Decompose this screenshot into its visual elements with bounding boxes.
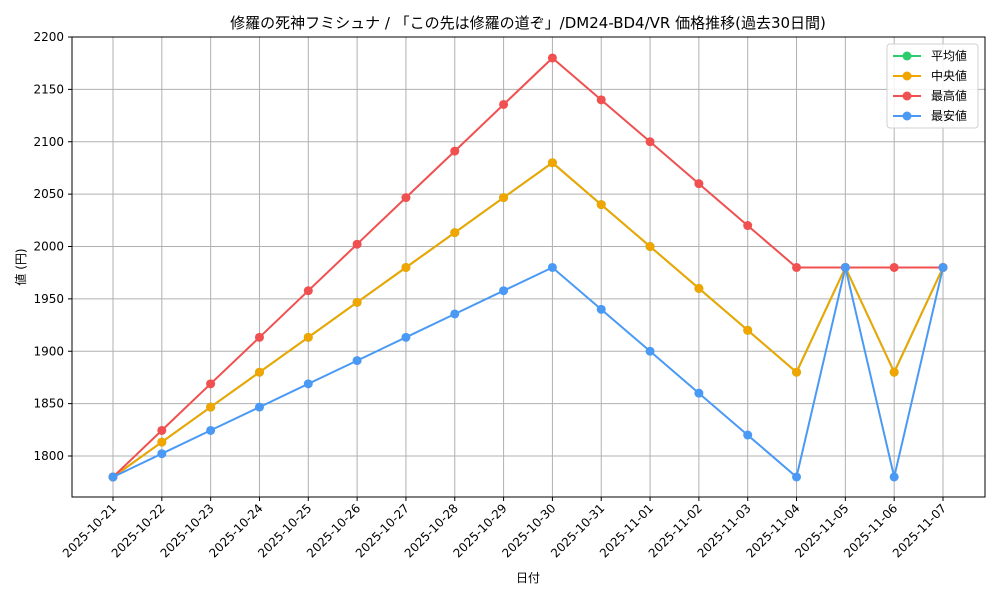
series-最高値 [108,53,948,482]
data-point [157,449,167,459]
data-point [254,332,264,342]
legend-label: 最高値 [931,88,967,103]
data-point [596,200,606,210]
y-tick-label: 2150 [33,82,64,96]
data-point [206,402,216,412]
data-point [303,286,313,296]
data-point [743,325,753,335]
data-point [840,262,850,272]
data-point [108,472,118,482]
legend-marker-icon [902,71,912,81]
y-tick-label: 2000 [33,240,64,254]
data-point [254,367,264,377]
data-series [108,53,948,482]
data-point [303,379,313,389]
data-point [694,179,704,189]
data-point [206,379,216,389]
x-axis: 2025-10-212025-10-222025-10-232025-10-24… [60,497,949,560]
data-point [499,99,509,109]
data-point [157,437,167,447]
legend-item: 最高値 [893,88,967,103]
data-point [645,346,655,356]
data-point [938,262,948,272]
y-axis-label: 値 (円) [13,248,28,285]
y-tick-label: 2200 [33,30,64,44]
legend-box [886,43,979,129]
data-point [645,137,655,147]
y-tick-label: 2050 [33,187,64,201]
chart-title: 修羅の死神フミシュナ / 「この先は修羅の道ぞ」/DM24-BD4/VR 価格推… [230,14,826,32]
data-point [547,53,557,63]
series-line [112,56,943,478]
data-point [694,388,704,398]
legend-marker-icon [902,91,912,101]
series-line [112,266,944,479]
legend-marker-icon [902,111,912,121]
data-point [889,472,899,482]
data-point [743,221,753,231]
data-point [596,304,606,314]
data-point [499,286,509,296]
y-tick-label: 1800 [33,449,64,463]
legend-item: 平均値 [893,48,967,63]
legend-item: 中央値 [893,68,967,83]
y-tick-label: 1850 [33,397,64,411]
plot-frame [71,36,986,498]
data-point [157,425,167,435]
series-最安値 [108,262,948,482]
legend-marker-icon [902,51,912,61]
y-axis: 1800 1850 1900 1950 2000 2050 2100 2150 2200 [33,30,72,463]
series-中央値 [108,158,948,482]
data-point [596,95,606,105]
legend-label: 平均値 [931,48,967,63]
data-point [743,430,753,440]
y-tick-label: 1950 [33,292,64,306]
data-point [303,332,313,342]
data-point [547,158,557,168]
data-point [499,193,509,203]
y-tick-label: 2100 [33,135,64,149]
x-axis-label: 日付 [516,571,540,585]
data-point [450,228,460,238]
data-point [547,262,557,272]
legend-item: 最安値 [893,108,967,123]
series-line [112,161,944,478]
data-point [352,297,362,307]
legend-label: 最安値 [931,108,967,123]
data-point [401,193,411,203]
data-point [889,262,899,272]
data-point [254,402,264,412]
data-point [401,262,411,272]
data-point [792,472,802,482]
data-point [206,425,216,435]
data-point [450,309,460,319]
data-point [352,239,362,249]
data-point [352,356,362,366]
data-point [450,146,460,156]
data-point [401,332,411,342]
y-tick-label: 1900 [33,344,64,358]
data-point [792,262,802,272]
data-point [889,367,899,377]
data-point [792,367,802,377]
series-line [112,161,944,478]
data-point [645,242,655,251]
legend-label: 中央値 [931,68,967,83]
data-point [694,283,704,293]
